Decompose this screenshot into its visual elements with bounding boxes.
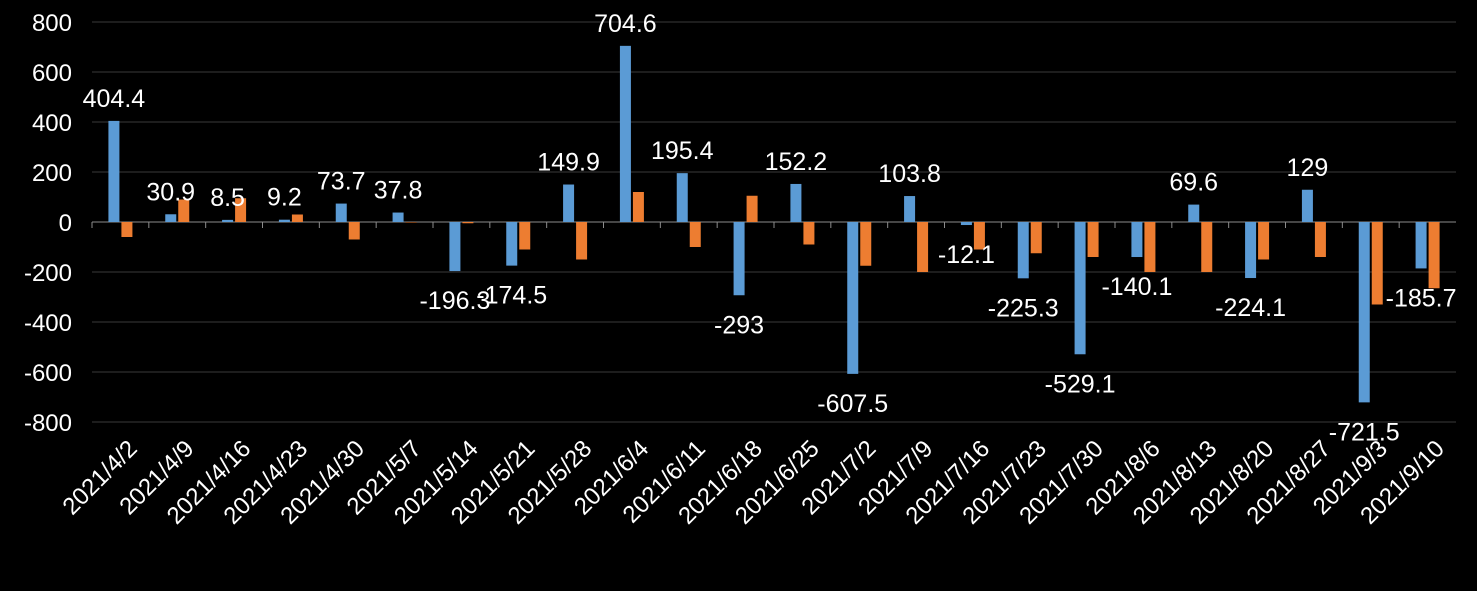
bar-series-2: [1144, 222, 1156, 272]
x-axis: 2021/4/22021/4/92021/4/162021/4/232021/4…: [58, 222, 1450, 530]
bar-series-2: [1030, 222, 1042, 254]
bar-series-1: [619, 45, 631, 222]
y-tick-label: 600: [32, 60, 72, 87]
data-label: -185.7: [1386, 284, 1457, 312]
data-label: 30.9: [146, 178, 195, 206]
bar-series-1: [278, 219, 290, 222]
data-label: 149.9: [537, 149, 600, 177]
bar-series-2: [632, 192, 644, 222]
bar-series-1: [1245, 222, 1257, 279]
bar-series-2: [1314, 222, 1326, 257]
y-tick-label: -600: [24, 360, 72, 387]
bar-series-1: [1017, 222, 1029, 279]
data-label: 8.5: [210, 184, 245, 212]
data-label: -721.5: [1329, 418, 1400, 446]
bar-series-1: [392, 212, 404, 222]
data-label: -293: [714, 311, 764, 339]
bar-series-2: [178, 199, 190, 222]
data-label: -224.1: [1215, 294, 1286, 322]
data-label: -174.5: [476, 282, 547, 310]
bar-series-1: [108, 120, 120, 222]
bar-series-2: [1258, 222, 1270, 260]
data-label: 73.7: [317, 168, 366, 196]
bar-series-2: [576, 222, 588, 260]
bar-series-2: [689, 222, 701, 247]
data-label: -607.5: [817, 390, 888, 418]
data-label: 103.8: [878, 160, 941, 188]
bar-series-1: [165, 214, 177, 222]
bar-series-1: [449, 222, 461, 272]
bar-series-1: [733, 222, 745, 296]
data-label: 152.2: [765, 148, 828, 176]
bar-series-2: [291, 214, 303, 222]
bar-series-1: [1358, 222, 1370, 403]
bar-series-2: [1371, 222, 1383, 305]
bar-series-1: [847, 222, 859, 374]
data-label: -529.1: [1045, 370, 1116, 398]
bar-series-1: [904, 196, 916, 222]
y-tick-label: -800: [24, 410, 72, 437]
bar-series-1: [222, 219, 234, 222]
bar-series-1: [1415, 222, 1427, 269]
y-tick-label: 400: [32, 110, 72, 137]
data-label: -225.3: [988, 294, 1059, 322]
y-tick-label: 0: [59, 210, 72, 237]
bar-series-2: [746, 195, 758, 222]
bar-series-2: [917, 222, 929, 272]
bar-series-2: [405, 222, 417, 223]
bar-series-2: [860, 222, 872, 266]
bar-series-2: [235, 198, 247, 222]
data-label: -196.3: [419, 287, 490, 315]
bar-series-1: [790, 183, 802, 222]
bars: [108, 45, 1440, 403]
data-label: 37.8: [374, 177, 423, 205]
data-labels: 404.4 30.9 8.5 9.2 73.7 37.8 -196.3-174.5 149.9…: [83, 10, 1457, 447]
bar-series-1: [506, 222, 518, 266]
bar-series-1: [335, 203, 347, 222]
data-label: -140.1: [1101, 273, 1172, 301]
y-tick-label: 200: [32, 160, 72, 187]
bar-series-2: [1087, 222, 1099, 257]
bar-series-2: [973, 222, 985, 250]
bar-series-1: [1188, 204, 1200, 222]
data-label: 129: [1287, 154, 1329, 182]
bar-series-2: [348, 222, 360, 240]
bar-series-2: [803, 222, 815, 245]
data-label: -12.1: [938, 241, 995, 269]
data-label: 404.4: [83, 85, 146, 113]
bar-series-1: [1131, 222, 1143, 258]
data-label: 195.4: [651, 137, 714, 165]
bar-series-1: [563, 184, 575, 222]
bar-series-1: [1301, 189, 1313, 222]
bar-series-2: [121, 222, 133, 237]
bar-series-2: [1428, 222, 1440, 289]
bar-series-2: [519, 222, 531, 250]
bar-series-2: [1201, 222, 1213, 272]
bar-series-1: [960, 222, 972, 226]
bar-series-1: [676, 173, 688, 222]
data-label: 69.6: [1169, 169, 1218, 197]
y-tick-label: 800: [32, 10, 72, 37]
bar-series-2: [462, 222, 474, 224]
y-axis: 800 600 400 200 0 -200 -400 -600 -800: [24, 10, 72, 437]
data-label: 9.2: [267, 184, 302, 212]
data-label: 704.6: [594, 10, 657, 38]
bar-series-1: [1074, 222, 1086, 355]
y-tick-label: -400: [24, 310, 72, 337]
y-tick-label: -200: [24, 260, 72, 287]
